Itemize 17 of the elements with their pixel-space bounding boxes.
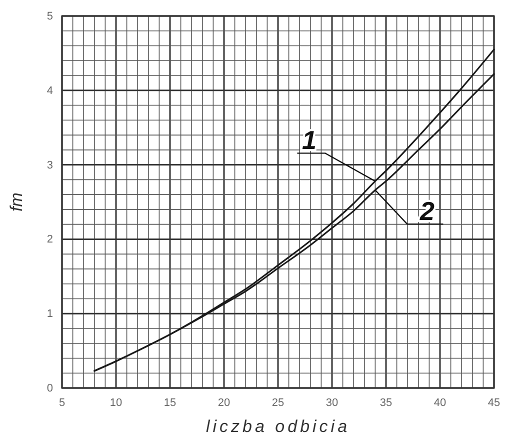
- y-tick-label: 0: [46, 382, 53, 395]
- x-tick-label: 15: [164, 396, 176, 409]
- y-tick-label: 5: [46, 10, 53, 23]
- x-axis-title: liczba odbicia: [206, 417, 350, 436]
- y-tick-label: 1: [46, 308, 53, 320]
- y-tick-label: 2: [46, 234, 53, 246]
- y-tick-label: 3: [46, 159, 53, 172]
- x-tick-label: 45: [488, 396, 500, 409]
- x-tick-label: 40: [434, 396, 446, 409]
- x-tick-label: 20: [218, 396, 230, 409]
- y-tick-label: 4: [46, 84, 53, 97]
- y-axis-title: fm: [7, 192, 26, 212]
- x-tick-label: 35: [380, 396, 392, 409]
- x-tick-label: 30: [326, 396, 338, 409]
- x-tick-label: 10: [110, 396, 122, 409]
- x-tick-label: 25: [272, 396, 284, 409]
- x-tick-label: 5: [58, 396, 66, 409]
